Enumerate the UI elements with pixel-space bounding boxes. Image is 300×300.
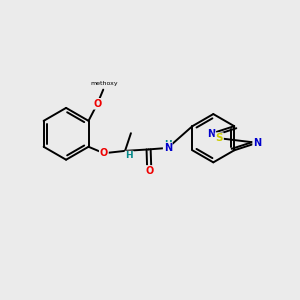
Text: N: N [253, 138, 261, 148]
Text: O: O [93, 99, 101, 109]
Text: O: O [100, 148, 108, 158]
Text: O: O [145, 166, 153, 176]
Text: H: H [125, 152, 133, 160]
Text: N: N [207, 129, 215, 139]
Text: N: N [164, 143, 172, 153]
Text: methoxy: methoxy [90, 81, 118, 86]
Text: S: S [215, 133, 223, 143]
Text: H: H [164, 140, 172, 148]
